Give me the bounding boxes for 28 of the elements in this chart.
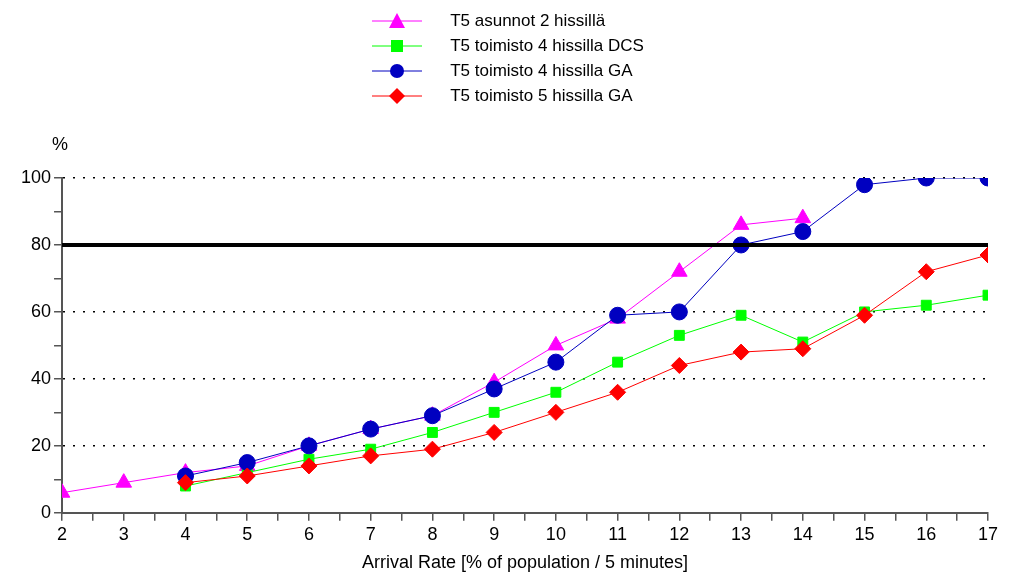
x-tick-label: 14: [792, 523, 813, 544]
x-axis-title: Arrival Rate [% of population / 5 minutes]: [361, 552, 689, 573]
x-tick-label: 15: [854, 523, 875, 544]
legend-label: T5 toimisto 5 hissilla GA: [450, 85, 633, 107]
y-tick-label: 20: [31, 434, 52, 455]
x-tick-label: 13: [731, 523, 752, 544]
x-tick-label: 9: [489, 523, 500, 544]
legend-label: T5 toimisto 4 hissilla GA: [450, 60, 633, 82]
x-tick-label: 8: [427, 523, 438, 544]
x-tick-label: 6: [303, 523, 314, 544]
x-tick-label: 5: [242, 523, 253, 544]
y-tick-label: 80: [31, 233, 52, 254]
y-tick-label: 60: [31, 300, 52, 321]
x-tick-label: 2: [57, 523, 68, 544]
x-tick-label: 10: [545, 523, 566, 544]
legend-label: T5 asunnot 2 hissillä: [450, 10, 606, 32]
x-tick-label: 11: [608, 523, 627, 544]
x-tick-label: 17: [977, 523, 999, 544]
legend-label: T5 toimisto 4 hissilla DCS: [450, 35, 644, 57]
y-tick-label: 100: [20, 166, 52, 187]
y-tick-label: 0: [41, 501, 52, 522]
x-tick-label: 12: [669, 523, 690, 544]
x-tick-label: 4: [180, 523, 191, 544]
y-tick-label: 40: [31, 367, 52, 388]
x-tick-label: 16: [916, 523, 937, 544]
x-tick-label: 7: [365, 523, 376, 544]
x-tick-label: 3: [118, 523, 129, 544]
y-axis-title: %: [52, 134, 69, 154]
